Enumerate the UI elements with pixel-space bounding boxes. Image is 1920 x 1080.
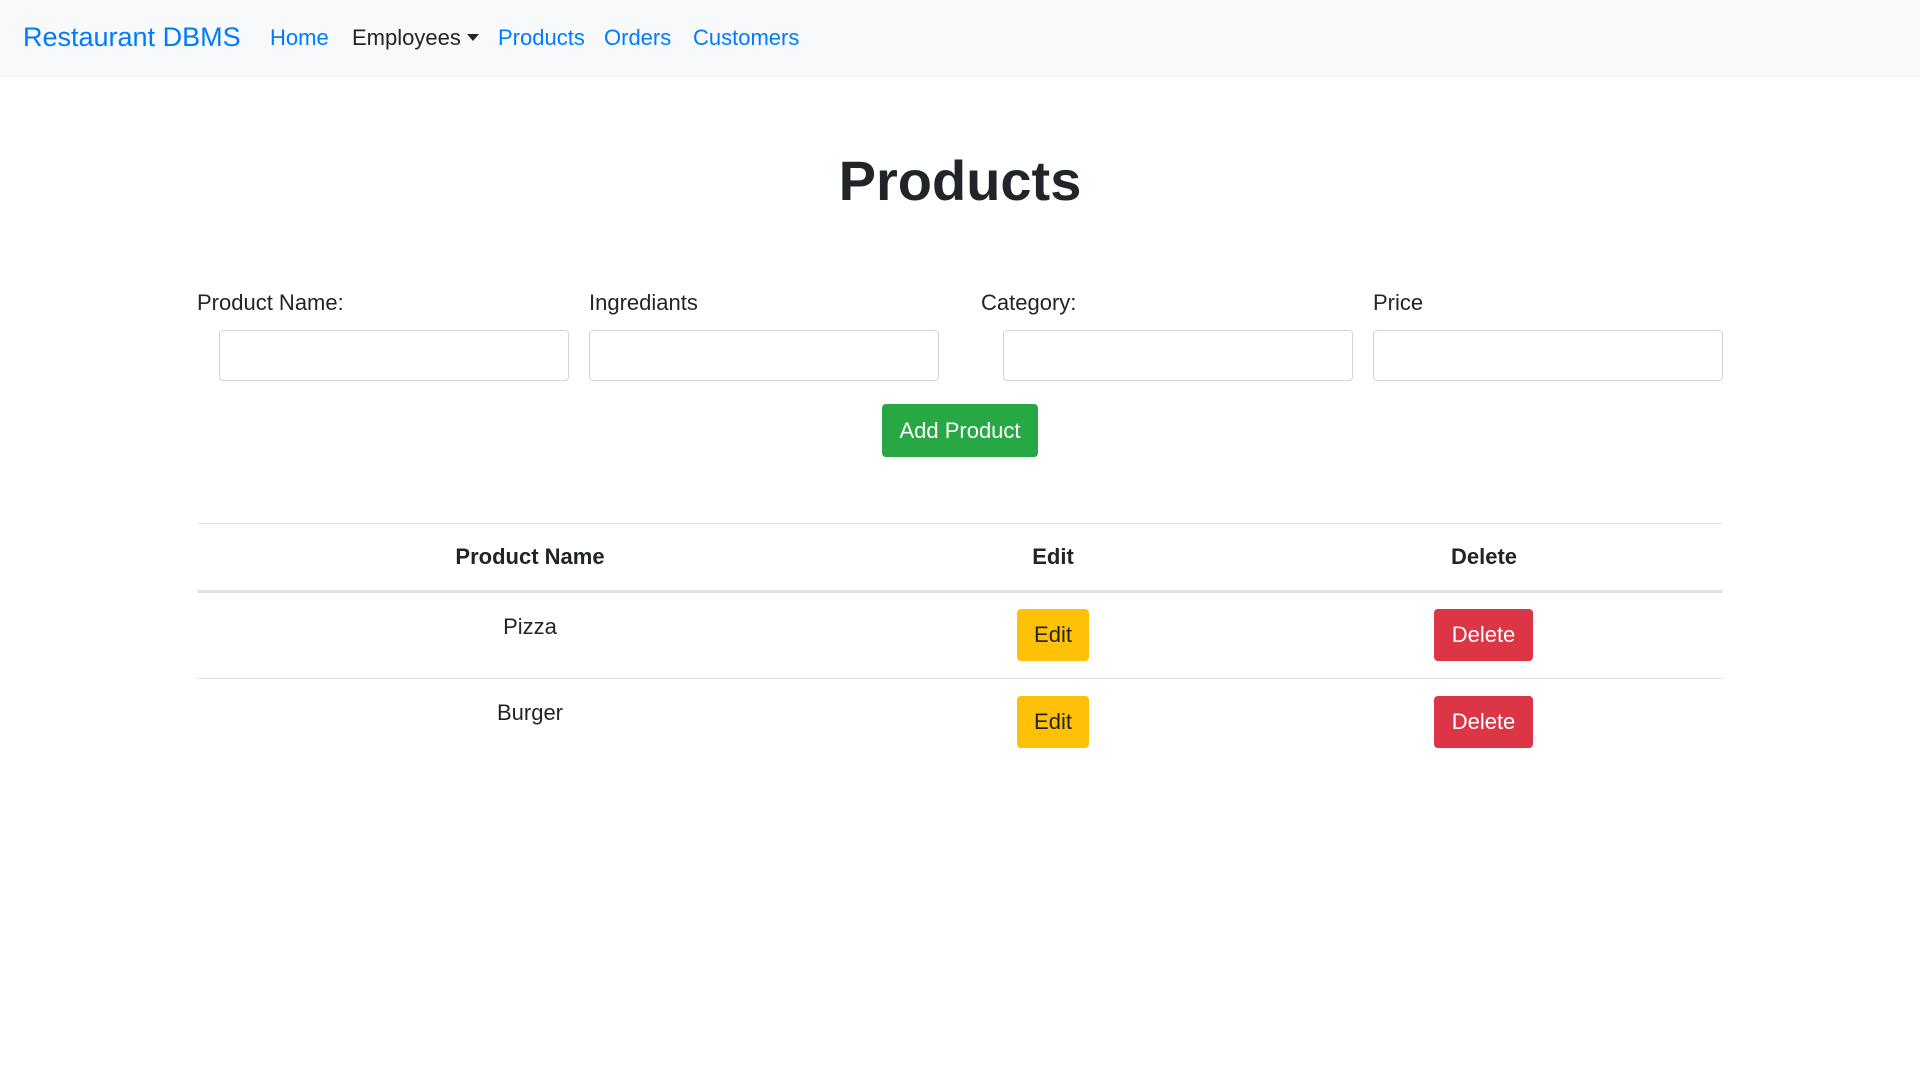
nav-dropdown-employees-label: Employees xyxy=(352,25,461,50)
nav-link-customers[interactable]: Customers xyxy=(693,25,800,50)
edit-button[interactable]: Edit xyxy=(1017,609,1089,661)
nav-link-products[interactable]: Products xyxy=(498,25,585,50)
ingredients-label: Ingrediants xyxy=(589,290,698,315)
nav-dropdown-employees[interactable]: Employees xyxy=(352,25,479,51)
caret-down-icon xyxy=(466,34,479,41)
column-header-delete: Delete xyxy=(1450,544,1518,569)
column-header-edit: Edit xyxy=(1032,544,1074,569)
column-header-product-name: Product Name xyxy=(455,544,605,569)
ingredients-input[interactable] xyxy=(589,330,939,381)
page-title: Products xyxy=(838,149,1082,212)
category-input[interactable] xyxy=(1003,330,1353,381)
product-name-cell: Pizza xyxy=(503,614,557,639)
table-top-border xyxy=(197,523,1723,524)
brand-link[interactable]: Restaurant DBMS xyxy=(23,22,241,52)
price-label: Price xyxy=(1373,290,1424,315)
nav-link-home[interactable]: Home xyxy=(270,25,329,50)
product-name-cell: Burger xyxy=(496,700,564,725)
price-input[interactable] xyxy=(1373,330,1723,381)
table-header-border xyxy=(197,590,1723,593)
edit-button[interactable]: Edit xyxy=(1017,696,1089,748)
table-row-border xyxy=(197,678,1723,679)
nav-link-orders[interactable]: Orders xyxy=(604,25,672,50)
category-label: Category: xyxy=(981,290,1077,315)
product-name-input[interactable] xyxy=(219,330,569,381)
delete-button[interactable]: Delete xyxy=(1434,609,1533,661)
product-name-label: Product Name: xyxy=(197,290,344,315)
add-product-button[interactable]: Add Product xyxy=(882,404,1038,457)
navbar: Restaurant DBMS Home Employees Products … xyxy=(0,0,1920,77)
delete-button[interactable]: Delete xyxy=(1434,696,1533,748)
